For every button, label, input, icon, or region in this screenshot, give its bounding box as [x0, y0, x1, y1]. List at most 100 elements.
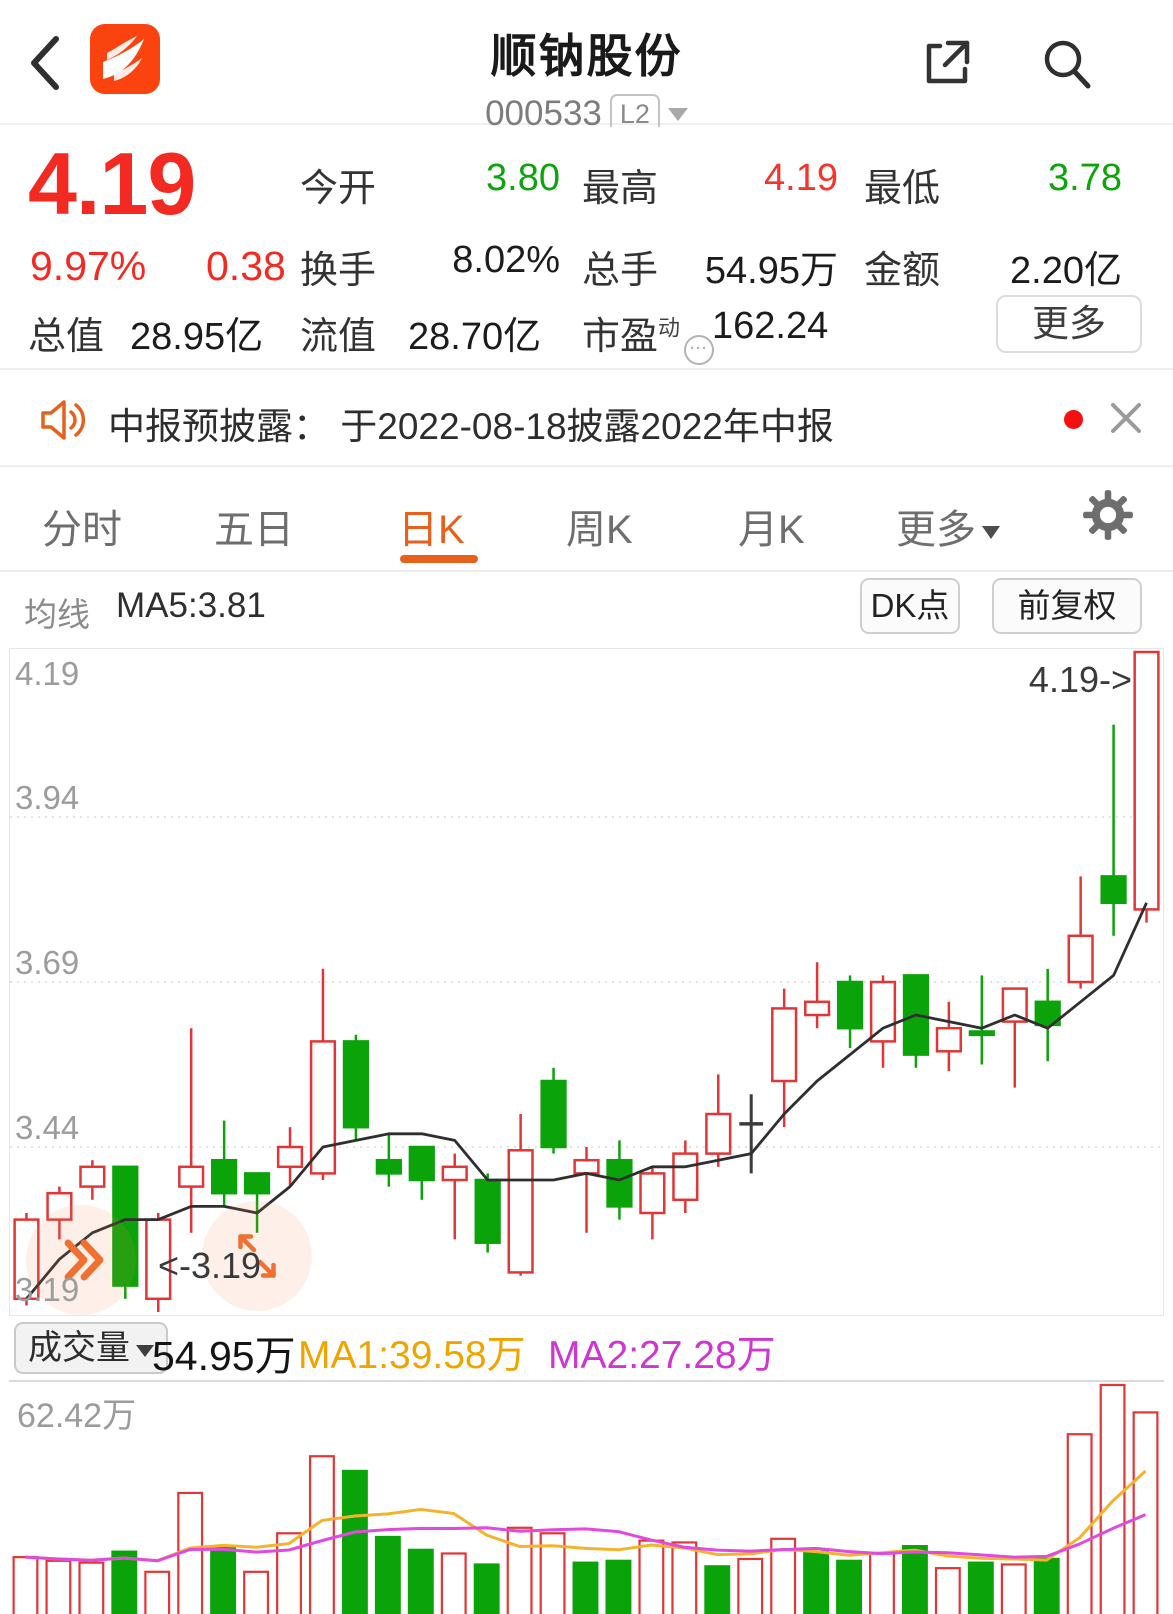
volume-bar [210, 1546, 237, 1614]
candle [1034, 968, 1061, 1062]
unread-dot [1064, 410, 1083, 429]
announcement-text[interactable]: 中报预披露： 于2022-08-18披露2022年中报 [108, 406, 834, 447]
high-value: 4.19 [764, 157, 838, 199]
y-tick-3_44: 3.44 [15, 1109, 80, 1146]
tab-minute[interactable]: 分时 [42, 508, 122, 552]
announcement-bar[interactable]: 中报预披露： 于2022-08-18披露2022年中报 [0, 368, 1173, 467]
volume-bar [243, 1570, 270, 1614]
candle [672, 1140, 699, 1213]
candle [474, 1173, 501, 1253]
last-price: 4.19 [28, 134, 196, 233]
volume-bar [506, 1526, 533, 1614]
candle [540, 1067, 567, 1154]
turnover-label: 换手 [300, 250, 377, 292]
candle [739, 1094, 764, 1174]
change-value: 0.38 [206, 243, 286, 289]
candle [968, 975, 995, 1065]
volume-bar [1033, 1557, 1060, 1614]
high-annotation: 4.19-> [1028, 659, 1132, 700]
dk-point-button[interactable]: DK点 [860, 578, 960, 634]
volume-ma1: MA1:39.58万 [298, 1334, 526, 1377]
ma-group-label: 均线 [24, 596, 90, 633]
candle [705, 1074, 732, 1167]
pe-info-icon[interactable]: ··· [684, 335, 715, 365]
quote-panel: 4.19 9.97% 0.38 今开 3.80 最高 4.19 最低 3.78 … [0, 127, 1173, 368]
volume-bar [78, 1561, 105, 1614]
price-chart-canvas[interactable] [10, 649, 1163, 1315]
volume-bar [638, 1539, 665, 1614]
candle [507, 1114, 534, 1276]
back-icon[interactable] [26, 34, 64, 92]
close-icon[interactable] [1108, 400, 1144, 436]
volume-bar [1000, 1563, 1027, 1614]
volume-indicator-selector[interactable]: 成交量 [14, 1322, 168, 1374]
tab-weekly-k[interactable]: 周K [566, 508, 633, 552]
pe-value: 162.24 [712, 305, 829, 347]
volume-bar [341, 1469, 368, 1614]
fast-forward-watermark[interactable] [26, 1205, 136, 1315]
candle [1100, 724, 1127, 936]
tab-5day[interactable]: 五日 [214, 508, 294, 552]
gear-icon[interactable] [1082, 489, 1134, 541]
total-vol-value: 54.95万 [704, 250, 838, 292]
volume-bar [967, 1561, 994, 1614]
expand-watermark[interactable] [202, 1201, 312, 1311]
volume-current: 54.95万 [152, 1333, 296, 1379]
candle [112, 1165, 139, 1299]
volume-bar [605, 1559, 632, 1614]
ma5-value: MA5:3.81 [116, 586, 266, 625]
speaker-icon [41, 400, 86, 440]
stock-code-row[interactable]: 000533 L2 [0, 94, 1173, 134]
header: 顺钠股份 000533 L2 [0, 0, 1173, 134]
volume-chart-canvas[interactable] [9, 1382, 1162, 1614]
tab-monthly-k[interactable]: 月K [738, 508, 805, 552]
tab-daily-k[interactable]: 日K [398, 508, 465, 552]
chevron-down-icon[interactable] [667, 107, 688, 121]
volume-bar [1066, 1433, 1093, 1614]
chevron-down-icon [136, 1345, 154, 1357]
y-tick-3_94: 3.94 [15, 779, 80, 816]
app-logo-icon[interactable] [90, 24, 160, 94]
volume-bar [836, 1559, 863, 1614]
volume-bar [111, 1550, 138, 1614]
candlestick-chart[interactable]: 4.19 3.94 3.69 3.44 3.19 4.19-> <-3.19 [9, 648, 1164, 1316]
search-icon[interactable] [1038, 34, 1096, 92]
floatcap-label: 流值 [300, 316, 377, 358]
volume-bar [440, 1552, 467, 1614]
y-tick-4_19: 4.19 [15, 655, 80, 692]
quote-more-button[interactable]: 更多 [996, 295, 1142, 353]
amount-label: 金额 [864, 250, 941, 292]
expand-arrows-icon [238, 1234, 276, 1278]
volume-bar [407, 1548, 434, 1614]
volume-axis-max: 62.42万 [17, 1397, 137, 1435]
volume-chart[interactable]: 62.42万 [9, 1380, 1164, 1614]
candle [639, 1166, 666, 1240]
volume-bar [869, 1552, 895, 1614]
share-icon[interactable] [918, 34, 974, 90]
candle [276, 1127, 304, 1187]
double-chevron-icon [64, 1239, 104, 1281]
low-value: 3.78 [1048, 157, 1122, 199]
mktcap-value: 28.95亿 [130, 316, 264, 358]
candle [1067, 876, 1094, 989]
chart-header: 均线 MA5:3.81 DK点 前复权 [0, 572, 1173, 648]
open-value: 3.80 [486, 157, 560, 199]
page-title: 顺钠股份 [490, 30, 683, 82]
volume-ma2-line [25, 1513, 1147, 1563]
candle [902, 974, 930, 1068]
forward-adjust-button[interactable]: 前复权 [992, 578, 1142, 634]
volume-bar [374, 1535, 401, 1614]
candle [243, 1172, 271, 1233]
change-percent: 9.97% [30, 243, 147, 289]
candle [178, 1028, 205, 1233]
turnover-value: 8.02% [452, 239, 560, 281]
tab-more[interactable]: 更多 [896, 497, 1000, 555]
volume-bar [1132, 1411, 1159, 1614]
volume-bar [572, 1561, 599, 1614]
volume-bar [308, 1455, 335, 1614]
total-vol-label: 总手 [582, 250, 659, 292]
volume-bar [901, 1545, 928, 1614]
candle [1001, 987, 1028, 1088]
chevron-down-icon [982, 526, 1000, 539]
